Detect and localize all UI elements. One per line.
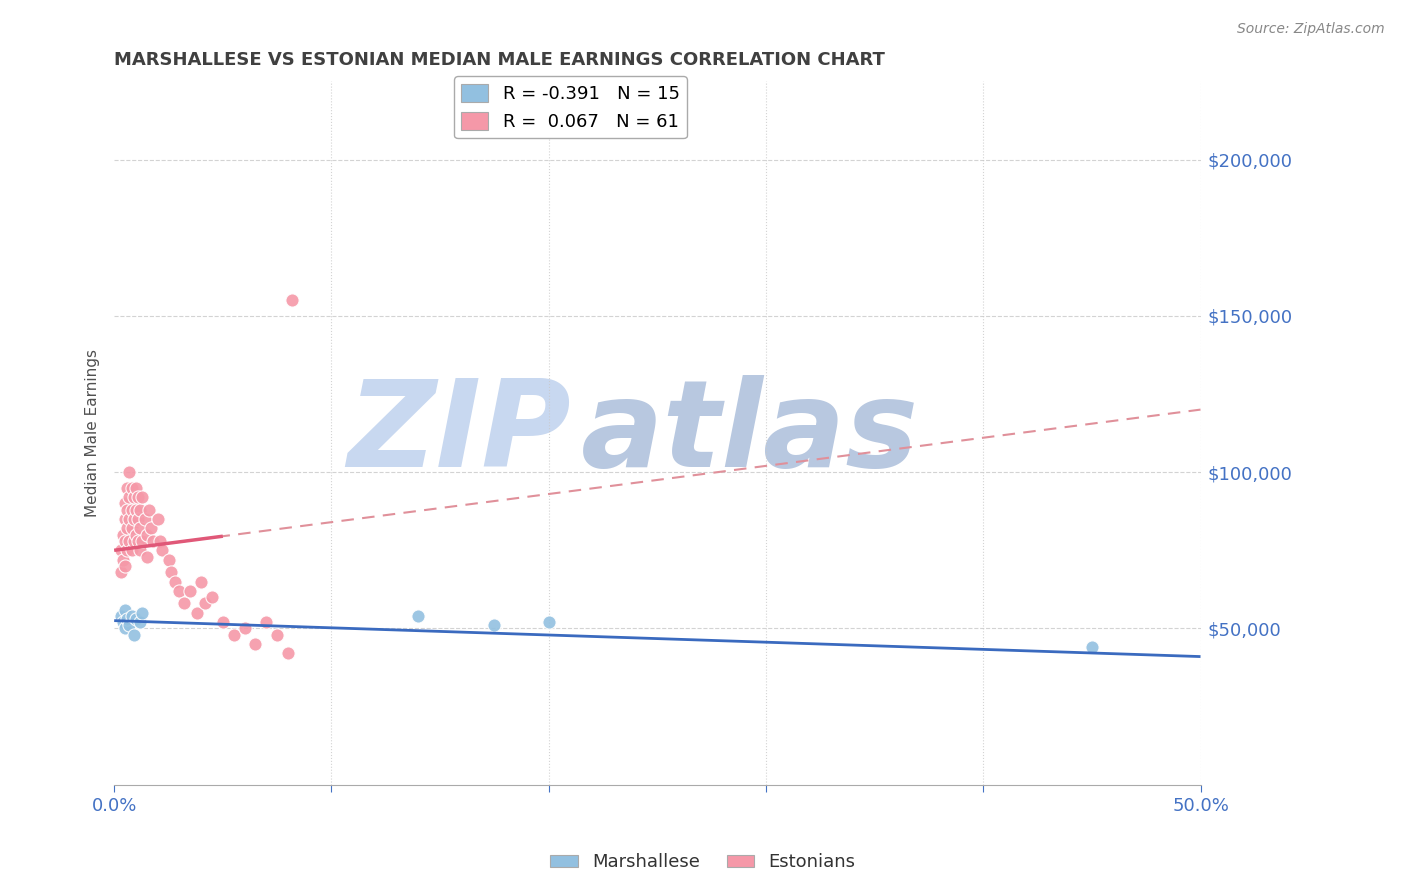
Point [127, 490, 149, 504]
Point [150, 543, 173, 558]
Point [201, 590, 224, 604]
Point [127, 512, 149, 526]
Point [114, 533, 136, 548]
Point [1081, 640, 1104, 655]
Point [254, 615, 277, 630]
Point [121, 609, 143, 624]
Point [173, 596, 195, 610]
Point [118, 618, 141, 632]
Point [134, 512, 156, 526]
Point [114, 512, 136, 526]
Point [131, 533, 153, 548]
Point [194, 596, 217, 610]
Point [179, 583, 201, 598]
Point [122, 533, 145, 548]
Point [233, 622, 256, 636]
Point [115, 502, 138, 516]
Point [484, 618, 506, 632]
Point [146, 512, 169, 526]
Point [125, 527, 148, 541]
Point [131, 606, 153, 620]
Point [245, 637, 267, 651]
Point [114, 496, 136, 510]
Point [129, 615, 152, 630]
Point [211, 615, 233, 630]
Point [159, 565, 181, 579]
Point [111, 552, 134, 566]
Point [163, 574, 186, 589]
Point [122, 628, 145, 642]
Text: MARSHALLESE VS ESTONIAN MEDIAN MALE EARNINGS CORRELATION CHART: MARSHALLESE VS ESTONIAN MEDIAN MALE EARN… [114, 51, 884, 69]
Point [118, 533, 141, 548]
Point [125, 481, 148, 495]
Point [122, 512, 145, 526]
Point [266, 628, 288, 642]
Text: Source: ZipAtlas.com: Source: ZipAtlas.com [1237, 22, 1385, 37]
Point [135, 549, 157, 564]
Point [115, 612, 138, 626]
Text: atlas: atlas [581, 375, 920, 491]
Point [125, 502, 148, 516]
Point [121, 543, 143, 558]
Point [537, 615, 560, 630]
Legend: Marshallese, Estonians: Marshallese, Estonians [543, 847, 863, 879]
Point [129, 543, 152, 558]
Point [190, 574, 212, 589]
Point [138, 502, 160, 516]
Point [111, 527, 134, 541]
Point [139, 521, 162, 535]
Point [114, 603, 136, 617]
Point [169, 583, 191, 598]
Point [131, 490, 153, 504]
Y-axis label: Median Male Earnings: Median Male Earnings [86, 349, 100, 517]
Point [281, 293, 304, 308]
Point [408, 609, 430, 624]
Point [142, 533, 165, 548]
Point [115, 521, 138, 535]
Legend: R = -0.391   N = 15, R =  0.067   N = 61: R = -0.391 N = 15, R = 0.067 N = 61 [454, 77, 688, 138]
Point [127, 533, 149, 548]
Point [157, 552, 180, 566]
Point [121, 481, 143, 495]
Point [118, 490, 141, 504]
Point [118, 465, 141, 479]
Point [110, 543, 132, 558]
Point [114, 558, 136, 573]
Point [129, 502, 152, 516]
Point [111, 615, 134, 630]
Point [121, 521, 143, 535]
Point [149, 533, 172, 548]
Point [121, 502, 143, 516]
Point [118, 512, 141, 526]
Point [114, 622, 136, 636]
Text: ZIP: ZIP [347, 375, 571, 491]
Point [122, 490, 145, 504]
Point [222, 628, 245, 642]
Point [129, 521, 152, 535]
Point [115, 481, 138, 495]
Point [186, 606, 208, 620]
Point [110, 565, 132, 579]
Point [110, 609, 132, 624]
Point [135, 527, 157, 541]
Point [125, 612, 148, 626]
Point [277, 647, 299, 661]
Point [115, 543, 138, 558]
